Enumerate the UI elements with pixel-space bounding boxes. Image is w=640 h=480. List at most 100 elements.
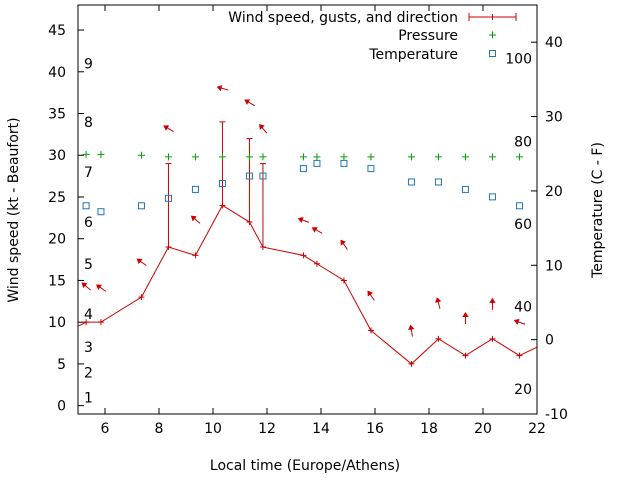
wind-direction-arrow <box>136 258 147 266</box>
pressure-point <box>191 153 199 161</box>
pressure-point <box>82 150 90 158</box>
temperature-point <box>82 202 90 210</box>
pressure-point <box>340 153 348 161</box>
beaufort-label: 8 <box>84 115 93 131</box>
temperature-point <box>137 202 145 210</box>
temperature-point <box>515 202 523 210</box>
x-tick-label: 18 <box>420 421 438 437</box>
beaufort-label: 9 <box>84 56 93 72</box>
legend: Wind speed, gusts, and direction Pressure… <box>228 10 517 63</box>
wind-direction-arrow <box>96 284 107 292</box>
y-left-tick-label: 20 <box>48 232 66 248</box>
wind-point <box>246 219 253 226</box>
wind-direction-arrow <box>513 318 526 325</box>
pressure-point <box>218 153 226 161</box>
y-axis-left-label: Wind speed (kt - Beaufort) <box>6 117 22 302</box>
temperature-point <box>299 165 307 173</box>
pressure-point <box>137 151 145 159</box>
wind-direction-arrow <box>163 125 174 132</box>
wind-speed-line <box>77 204 538 365</box>
y-right-tick-label: 30 <box>545 110 563 126</box>
pressure-point <box>407 153 415 161</box>
y-right-tick-label: 0 <box>545 333 554 349</box>
y-left-tick-label: 40 <box>48 65 66 81</box>
x-tick-label: 16 <box>366 421 384 437</box>
wind-point <box>138 294 145 301</box>
wind-point <box>340 277 347 284</box>
temperature-point <box>367 165 375 173</box>
x-tick-label: 22 <box>528 421 546 437</box>
pressure-point <box>515 153 523 161</box>
wind-point <box>259 244 266 251</box>
x-axis-label: Local time (Europe/Athens) <box>210 458 400 474</box>
x-tick-label: 12 <box>258 421 276 437</box>
wind-direction-arrow <box>462 312 469 325</box>
wind-point <box>192 252 199 259</box>
temperature-point <box>97 208 105 216</box>
beaufort-label: 7 <box>84 165 93 181</box>
beaufort-label: 4 <box>84 307 93 323</box>
wind-point <box>219 202 226 209</box>
y-axis-right-label: Temperature (C - F) <box>590 142 606 279</box>
x-tick-label: 6 <box>101 421 110 437</box>
pressure-point <box>299 153 307 161</box>
wind-point <box>97 319 104 326</box>
fahrenheit-label: 20 <box>514 382 532 398</box>
y-left-tick-label: 0 <box>57 399 66 415</box>
y-right-tick-label: 40 <box>545 35 563 51</box>
wind-direction-arrow <box>297 217 310 224</box>
pressure-point <box>164 153 172 161</box>
y-left-tick-label: 30 <box>48 148 66 164</box>
y-left-tick-label: 5 <box>57 357 66 373</box>
x-tick-label: 10 <box>204 421 222 437</box>
wind-point <box>462 352 469 359</box>
pressure-point <box>461 153 469 161</box>
temperature-point <box>218 179 226 187</box>
pressure-point <box>97 150 105 158</box>
beaufort-label: 2 <box>84 365 93 381</box>
fahrenheit-label: 40 <box>514 300 532 316</box>
beaufort-label: 3 <box>84 340 93 356</box>
wind-point <box>313 260 320 267</box>
pressure-point <box>313 153 321 161</box>
temperature-point <box>407 178 415 186</box>
temperature-point <box>313 159 321 167</box>
pressure-point <box>488 153 496 161</box>
wind-direction-arrow <box>489 297 496 310</box>
y-left-tick-label: 25 <box>48 190 66 206</box>
pressure-point <box>259 153 267 161</box>
temperature-point <box>488 193 496 201</box>
wind-direction-arrow <box>259 123 268 134</box>
beaufort-label: 5 <box>84 257 93 273</box>
y-left-tick-label: 10 <box>48 315 66 331</box>
x-tick-label: 20 <box>474 421 492 437</box>
wind-direction-arrow <box>216 85 229 92</box>
wind-point <box>300 252 307 259</box>
temperature-point <box>461 185 469 193</box>
beaufort-label: 6 <box>84 215 93 231</box>
wind-direction-arrow <box>190 215 201 224</box>
wind-direction-arrow <box>311 227 323 234</box>
temperature-point <box>245 172 253 180</box>
wind-direction-arrow <box>244 99 255 107</box>
legend-swatch-temperature <box>489 50 496 57</box>
temperature-point <box>191 185 199 193</box>
fahrenheit-label: 80 <box>514 134 532 150</box>
plot-frame <box>77 4 538 415</box>
y-left-tick-label: 35 <box>48 107 66 123</box>
temperature-point <box>259 172 267 180</box>
y-right-tick-label: -10 <box>545 407 568 423</box>
wind-point <box>408 360 415 367</box>
legend-swatch-pressure <box>489 31 496 39</box>
pressure-point <box>434 153 442 161</box>
pressure-point <box>367 153 375 161</box>
fahrenheit-label: 60 <box>514 217 532 233</box>
temperature-point <box>434 178 442 186</box>
x-tick-label: 14 <box>312 421 330 437</box>
wind-point <box>489 335 496 342</box>
y-left-tick-label: 45 <box>48 23 66 39</box>
wind-direction-arrow <box>435 297 442 309</box>
legend-label-temperature: Temperature <box>368 47 458 63</box>
y-left-tick-label: 15 <box>48 273 66 289</box>
wind-point <box>435 335 442 342</box>
